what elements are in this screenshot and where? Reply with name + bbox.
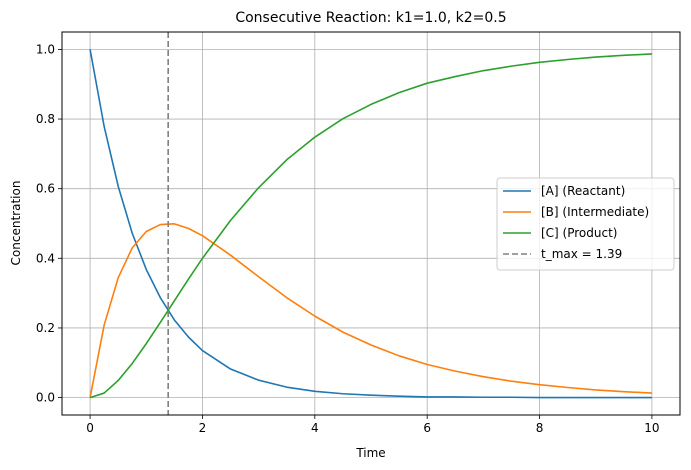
y-tick-label: 0.6: [36, 182, 55, 196]
y-tick-label: 0.2: [36, 321, 55, 335]
x-tick-label: 8: [536, 421, 544, 435]
x-axis-label: Time: [355, 446, 385, 460]
legend-label: [B] (Intermediate): [541, 205, 649, 219]
x-tick-label: 10: [644, 421, 659, 435]
series-line-2: [89, 53, 652, 399]
series-line-0: [89, 49, 652, 399]
plot-frame: [61, 31, 681, 416]
series-line-1: [89, 223, 652, 398]
chart-title: Consecutive Reaction: k1=1.0, k2=0.5: [235, 10, 506, 26]
series-layer: [89, 32, 652, 415]
legend-label: [A] (Reactant): [541, 184, 625, 198]
legend-label: [C] (Product): [541, 226, 617, 240]
y-axis-label: Concentration: [9, 181, 23, 266]
y-axis-ticks: 0.0 0.2 0.4 0.6 0.8 1.0: [36, 42, 62, 405]
legend-label: t_max = 1.39: [541, 247, 622, 261]
x-tick-label: 4: [311, 421, 319, 435]
x-tick-label: 0: [86, 421, 94, 435]
y-tick-label: 0.8: [36, 112, 55, 126]
legend: [A] (Reactant) [B] (Intermediate) [C] (Pro…: [496, 177, 675, 271]
x-tick-label: 2: [199, 421, 207, 435]
legend-box: [496, 177, 675, 271]
x-tick-label: 6: [423, 421, 431, 435]
x-axis-ticks: 0 2 4 6 8 10: [86, 415, 660, 435]
y-tick-label: 0.0: [36, 391, 55, 405]
y-tick-label: 1.0: [36, 42, 55, 56]
y-tick-label: 0.4: [36, 251, 55, 265]
